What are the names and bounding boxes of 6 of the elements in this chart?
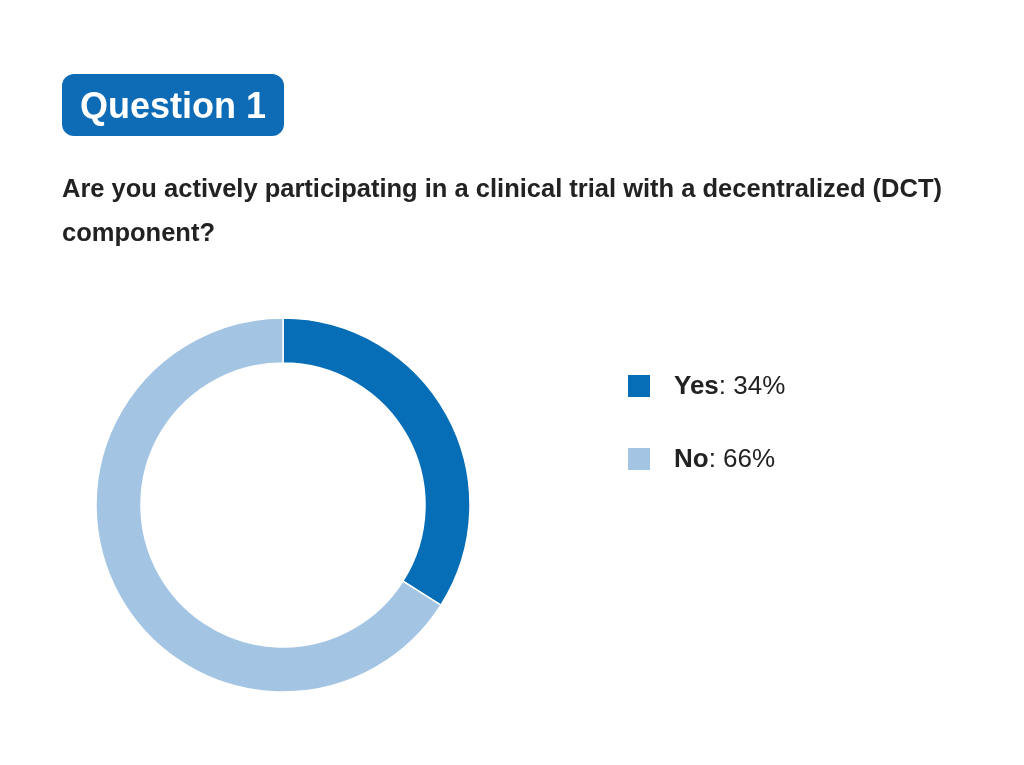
chart-title: Question 1 bbox=[80, 85, 267, 126]
data-label: : 66% bbox=[708, 443, 776, 473]
legend-label: No bbox=[674, 443, 709, 473]
legend-label: Yes bbox=[674, 370, 719, 400]
data-label: : 34% bbox=[718, 370, 786, 400]
chart-subtitle: Are you actively participating in a clinical trial with a decentralized (DCT) component? bbox=[62, 174, 942, 246]
